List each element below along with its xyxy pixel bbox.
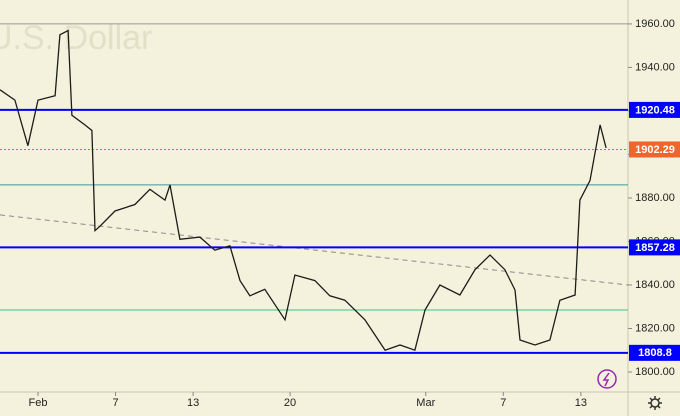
x-tick-label: 7 — [112, 397, 118, 409]
x-tick-label: Feb — [29, 397, 48, 409]
y-tick-label: 1820.00 — [635, 322, 675, 334]
price-label-box — [629, 239, 680, 256]
price-label: 1857.28 — [635, 242, 675, 254]
price-label-box — [629, 344, 680, 361]
price-label-box — [629, 141, 680, 158]
watermark: U.S. Dollar — [0, 19, 152, 57]
y-tick-label: 1940.00 — [635, 61, 675, 73]
price-label: 1902.29 — [635, 144, 675, 156]
replay-icon[interactable] — [597, 369, 617, 389]
price-label-box — [629, 101, 680, 118]
y-tick-label: 1960.00 — [635, 18, 675, 30]
y-tick-label: 1800.00 — [635, 366, 675, 378]
x-tick-label: 20 — [284, 397, 296, 409]
y-tick-label: 1880.00 — [635, 192, 675, 204]
price-label: 1920.48 — [635, 104, 675, 116]
x-tick-label: 13 — [575, 397, 587, 409]
settings-icon[interactable] — [648, 396, 662, 410]
trendline — [0, 214, 629, 286]
price-label: 1808.8 — [638, 347, 672, 359]
price-line — [0, 29, 607, 352]
x-tick-label: 7 — [500, 397, 506, 409]
x-tick-label: 13 — [187, 397, 199, 409]
x-tick-label: Mar — [416, 397, 435, 409]
y-tick-label: 1840.00 — [635, 279, 675, 291]
